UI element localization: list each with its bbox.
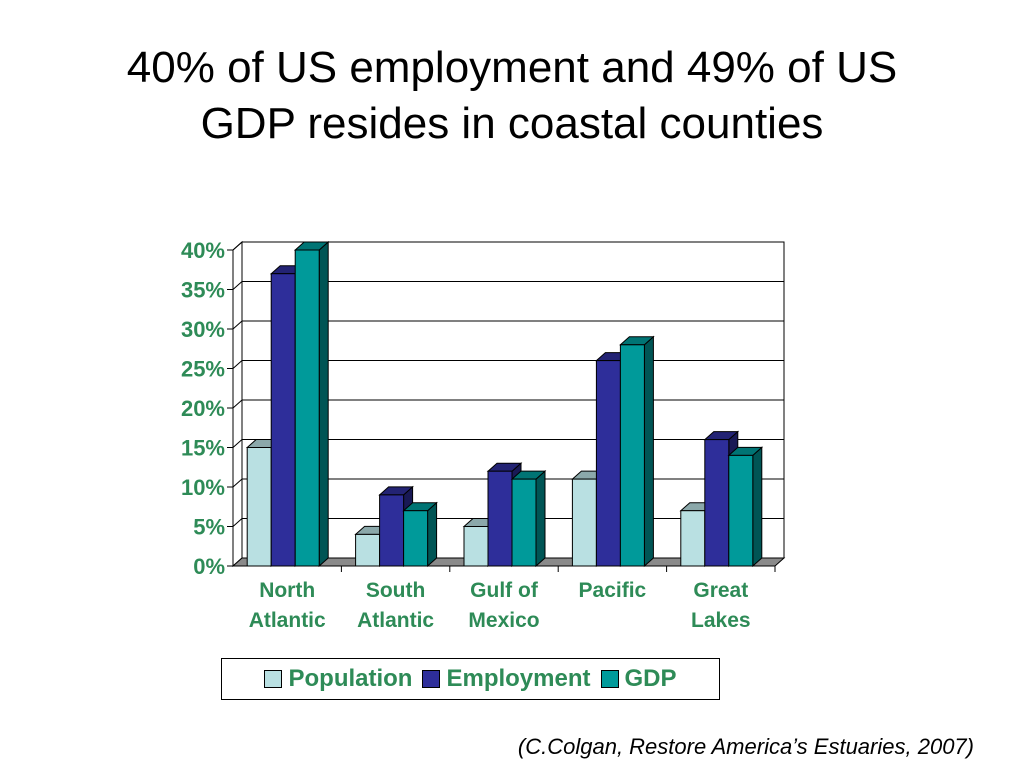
- bar-front-face: [379, 494, 405, 567]
- y-tick-label: 40%: [181, 238, 225, 263]
- bar-front-face: [571, 478, 597, 567]
- x-category-label: Pacific: [579, 579, 647, 602]
- bar-gdp: [619, 335, 655, 568]
- y-tick-label: 35%: [181, 278, 225, 303]
- bar-front-face: [403, 510, 429, 567]
- bar-front-face: [463, 526, 489, 567]
- x-category-label: Gulf of Mexico: [468, 579, 539, 632]
- bar-front-face: [294, 249, 320, 567]
- y-tick-label: 10%: [181, 475, 225, 500]
- y-tick-label: 25%: [181, 357, 225, 382]
- bar-front-face: [619, 344, 645, 567]
- x-category-label: North Atlantic: [249, 579, 326, 632]
- slide-title-line-1: 40% of US employment and 49% of US: [126, 43, 898, 92]
- y-tick-label: 15%: [181, 436, 225, 461]
- legend-label-population: Population: [288, 665, 413, 692]
- y-tick-label: 20%: [181, 396, 225, 421]
- slide-title-line-2: GDP resides in coastal counties: [200, 99, 824, 148]
- gridline: [232, 281, 784, 290]
- bar-front-face: [704, 439, 730, 567]
- bar-side-face: [643, 335, 654, 568]
- gridline: [232, 320, 784, 330]
- legend-label-employment: Employment: [446, 665, 591, 692]
- bar-front-face: [355, 533, 381, 567]
- bar-side-face: [535, 469, 546, 568]
- bar-front-face: [680, 510, 706, 567]
- source-citation: (C.Colgan, Restore America’s Estuaries, …: [517, 734, 974, 759]
- legend-item-gdp: GDP: [600, 665, 677, 693]
- bar-gdp: [510, 469, 547, 568]
- y-tick-label: 30%: [181, 317, 225, 342]
- bar-side-face: [318, 240, 329, 568]
- y-tick-label: 0%: [193, 554, 225, 579]
- legend-swatch-employment: [422, 670, 441, 688]
- x-category-label: South Atlantic: [357, 579, 434, 632]
- legend-swatch-population: [264, 670, 283, 688]
- bar-front-face: [487, 470, 513, 567]
- bar-front-face: [728, 454, 754, 567]
- bar-gdp: [727, 446, 764, 568]
- legend-label-gdp: GDP: [624, 665, 677, 692]
- gridline: [232, 241, 784, 251]
- bar-front-face: [595, 360, 621, 567]
- y-tick-label: 5%: [193, 515, 225, 540]
- bar-side-face: [427, 501, 438, 568]
- bar-gdp: [402, 501, 438, 568]
- bar-front-face: [246, 447, 272, 567]
- slide-title: 40% of US employment and 49% of US GDP r…: [30, 40, 994, 152]
- chart-legend: Population Employment GDP: [221, 658, 720, 700]
- x-category-label: Great Lakes: [691, 579, 751, 632]
- legend-item-population: Population: [264, 665, 412, 693]
- legend-item-employment: Employment: [422, 665, 591, 693]
- legend-swatch-gdp: [600, 670, 619, 688]
- bar-front-face: [511, 478, 537, 567]
- bar-gdp: [293, 240, 330, 568]
- bar-front-face: [270, 273, 296, 567]
- bar-side-face: [752, 446, 763, 568]
